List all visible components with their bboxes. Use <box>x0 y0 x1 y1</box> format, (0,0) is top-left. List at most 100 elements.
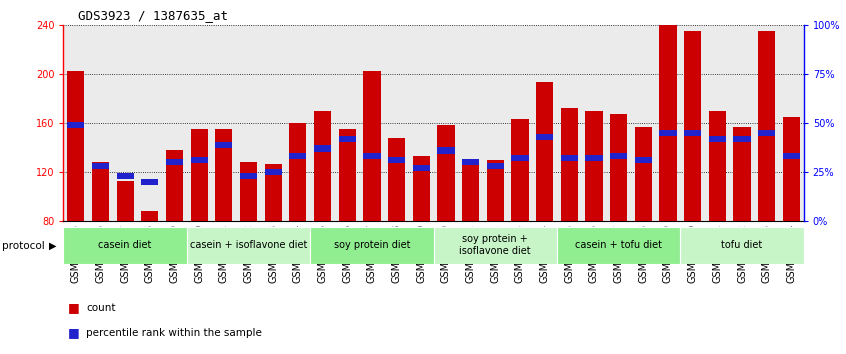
Bar <box>363 153 381 160</box>
Bar <box>289 153 306 160</box>
Bar <box>63 25 88 221</box>
Bar <box>384 25 409 221</box>
Bar <box>285 25 310 221</box>
Bar <box>413 156 430 221</box>
Text: count: count <box>86 303 116 313</box>
Bar <box>141 211 158 221</box>
Bar <box>314 145 331 152</box>
Bar <box>610 153 627 160</box>
Bar <box>709 111 726 221</box>
Bar <box>557 227 680 264</box>
Bar <box>117 181 134 221</box>
Bar <box>190 157 208 164</box>
Bar <box>511 119 529 221</box>
Text: GDS3923 / 1387635_at: GDS3923 / 1387635_at <box>78 9 228 22</box>
Bar <box>684 31 701 221</box>
Bar <box>212 25 236 221</box>
Bar <box>634 127 652 221</box>
Bar <box>388 138 405 221</box>
Bar <box>680 227 804 264</box>
Bar <box>483 25 508 221</box>
Bar <box>310 25 335 221</box>
Bar <box>240 162 257 221</box>
Bar <box>117 173 134 179</box>
Bar <box>557 25 581 221</box>
Bar <box>486 163 504 169</box>
Text: ■: ■ <box>68 302 80 314</box>
Bar <box>459 25 483 221</box>
Bar <box>240 173 257 179</box>
Bar <box>659 130 677 136</box>
Bar <box>166 150 183 221</box>
Bar <box>166 159 183 165</box>
Bar <box>63 227 187 264</box>
Bar <box>511 155 529 161</box>
Bar <box>783 117 800 221</box>
Bar <box>758 31 775 221</box>
Bar <box>92 163 109 169</box>
Text: tofu diet: tofu diet <box>722 240 762 250</box>
Bar <box>561 108 578 221</box>
Bar <box>536 134 553 140</box>
Bar <box>656 25 680 221</box>
Bar <box>314 111 331 221</box>
Bar <box>338 129 356 221</box>
Bar <box>486 160 504 221</box>
Bar <box>779 25 804 221</box>
Bar <box>536 82 553 221</box>
Bar <box>187 227 310 264</box>
Bar <box>607 25 631 221</box>
Bar <box>437 148 454 154</box>
Bar <box>437 125 454 221</box>
Bar <box>634 157 652 164</box>
Bar <box>289 123 306 221</box>
Text: soy protein +
isoflavone diet: soy protein + isoflavone diet <box>459 234 531 256</box>
Text: protocol: protocol <box>2 241 45 251</box>
Bar <box>733 136 750 142</box>
Bar <box>709 136 726 142</box>
Bar <box>113 25 137 221</box>
Bar <box>631 25 656 221</box>
Bar <box>508 25 532 221</box>
Bar <box>92 162 109 221</box>
Bar <box>783 153 800 160</box>
Bar <box>680 25 705 221</box>
Bar <box>187 25 212 221</box>
Bar <box>758 130 775 136</box>
Bar <box>261 25 285 221</box>
Text: soy protein diet: soy protein diet <box>333 240 410 250</box>
Bar <box>585 111 602 221</box>
Text: ▶: ▶ <box>49 241 57 251</box>
Bar <box>338 136 356 142</box>
Bar <box>462 159 479 165</box>
Bar <box>360 25 384 221</box>
Bar <box>413 165 430 171</box>
Bar <box>755 25 779 221</box>
Text: percentile rank within the sample: percentile rank within the sample <box>86 328 262 338</box>
Bar <box>67 122 85 128</box>
Bar <box>265 164 282 221</box>
Bar <box>190 129 208 221</box>
Bar <box>310 227 433 264</box>
Bar <box>729 25 755 221</box>
Bar <box>610 114 627 221</box>
Text: casein diet: casein diet <box>98 240 151 250</box>
Bar <box>659 25 677 221</box>
Bar <box>162 25 187 221</box>
Bar <box>265 169 282 175</box>
Bar <box>409 25 433 221</box>
Bar <box>585 155 602 161</box>
Bar <box>733 127 750 221</box>
Bar <box>141 179 158 185</box>
Bar <box>705 25 729 221</box>
Bar <box>215 142 233 148</box>
Bar <box>684 130 701 136</box>
Bar <box>388 157 405 164</box>
Bar <box>532 25 557 221</box>
Bar <box>581 25 607 221</box>
Bar <box>433 25 459 221</box>
Text: casein + tofu diet: casein + tofu diet <box>575 240 662 250</box>
Bar <box>335 25 360 221</box>
Bar <box>561 155 578 161</box>
Text: casein + isoflavone diet: casein + isoflavone diet <box>190 240 307 250</box>
